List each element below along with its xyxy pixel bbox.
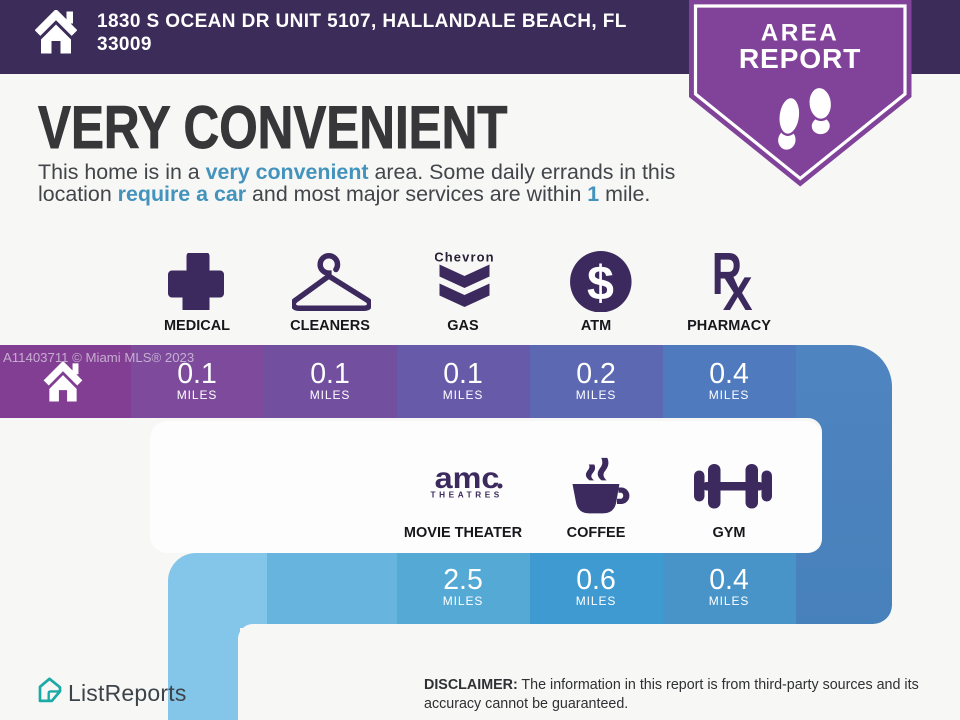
- svg-text:THEATRES: THEATRES: [431, 491, 503, 500]
- svg-text:$: $: [587, 256, 614, 310]
- svg-text:amc: amc: [435, 462, 500, 495]
- svg-text:Chevron: Chevron: [435, 250, 495, 265]
- svg-text:AREA: AREA: [761, 19, 839, 46]
- svg-text:REPORT: REPORT: [739, 42, 861, 74]
- svg-text:X: X: [723, 267, 753, 320]
- svg-text:R: R: [712, 240, 742, 307]
